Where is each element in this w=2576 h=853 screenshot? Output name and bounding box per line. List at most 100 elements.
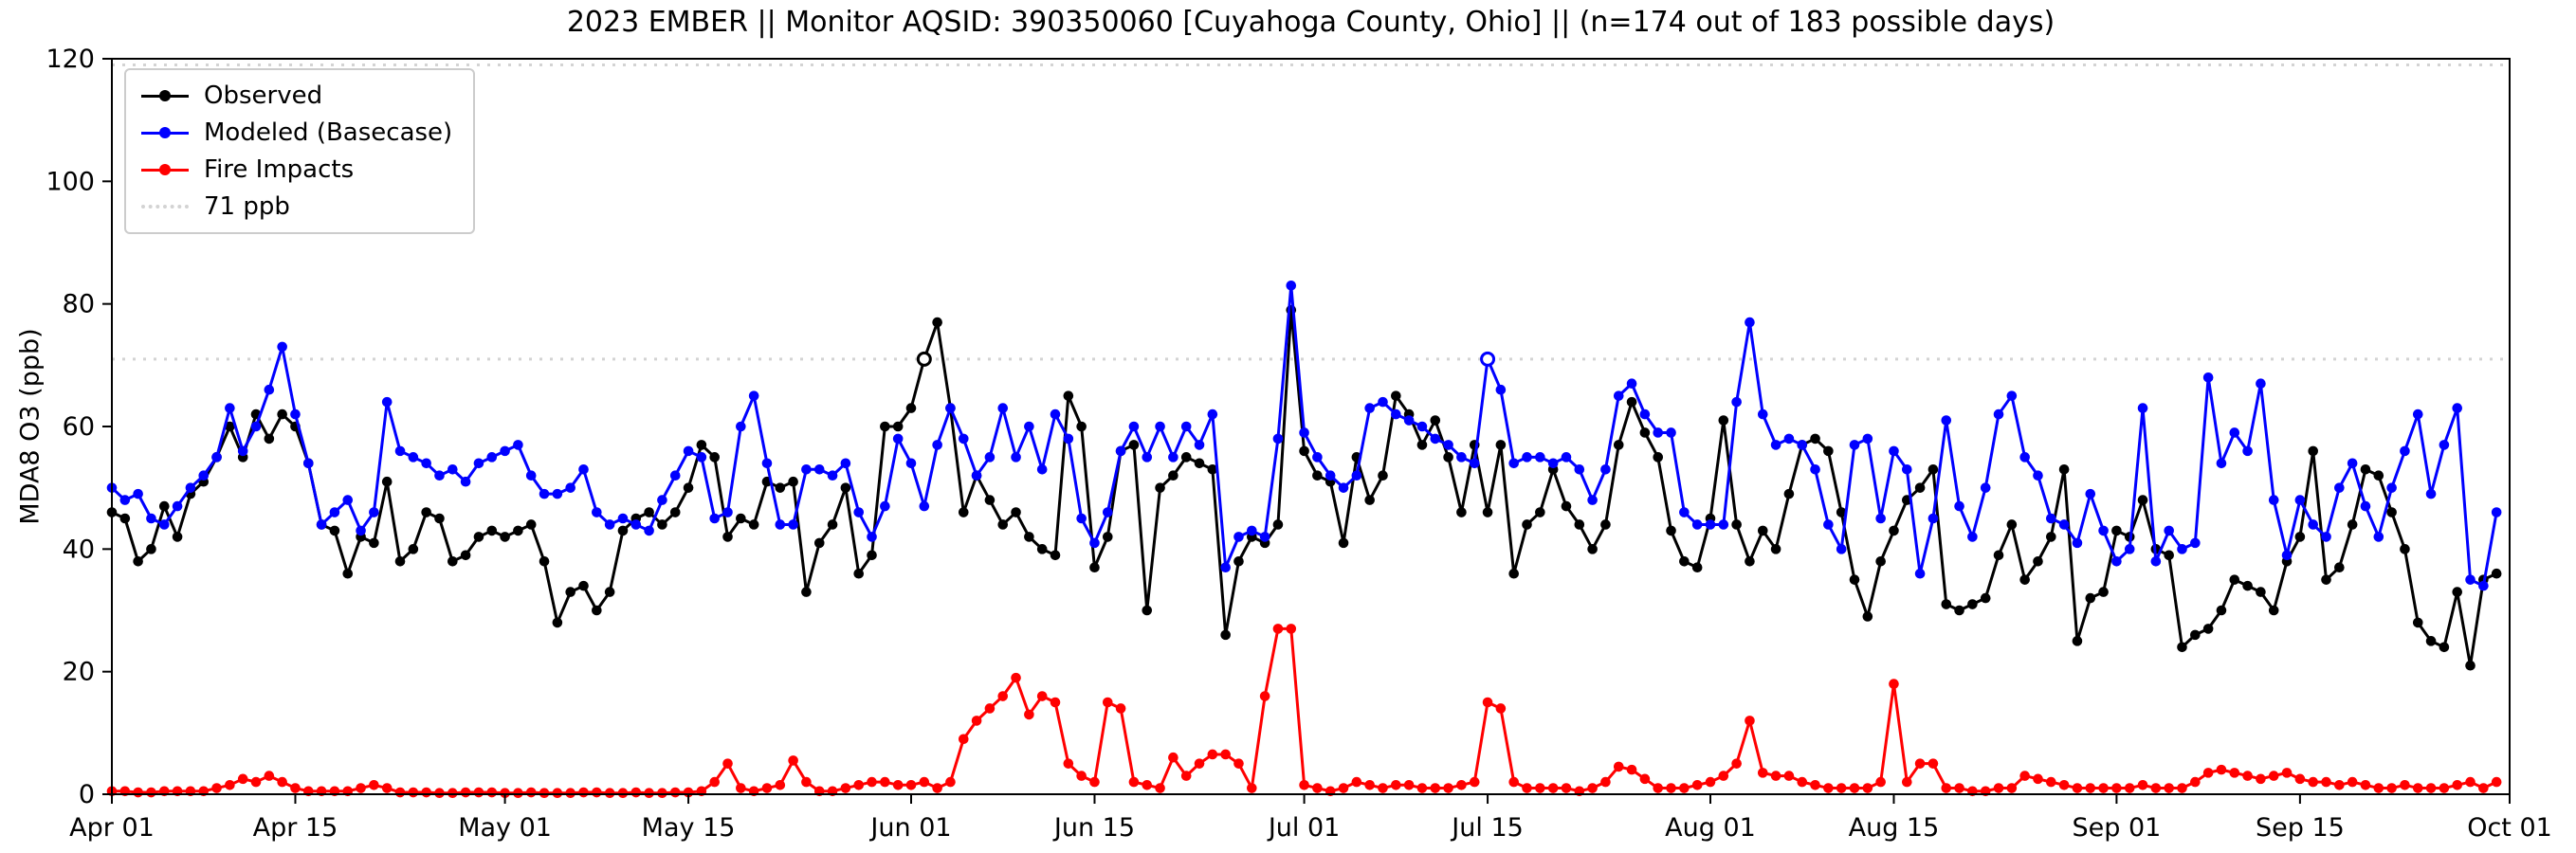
modeled-basecase-point [657, 495, 667, 505]
fire-impacts-point [1443, 783, 1453, 793]
observed-point [2294, 532, 2306, 542]
fire-impacts-point [867, 776, 877, 788]
modeled-basecase-point [2308, 519, 2319, 530]
modeled-basecase-point [788, 519, 798, 530]
modeled-basecase-point [2058, 519, 2070, 530]
fire-impacts-point [1272, 624, 1284, 634]
fire-impacts-point [2373, 783, 2384, 793]
modeled-basecase-point [761, 458, 773, 469]
observed-point [775, 482, 786, 493]
modeled-basecase-point [2268, 495, 2279, 505]
fire-impacts-point [2242, 771, 2253, 781]
modeled-basecase-point [2400, 445, 2410, 457]
fire-impacts-point [630, 787, 642, 798]
fire-impacts-point [1522, 783, 1532, 793]
fire-impacts-point [2347, 776, 2358, 788]
modeled-basecase-point [578, 463, 589, 475]
modeled-basecase-point [1233, 532, 1244, 542]
legend-item-observed: Observed [141, 82, 452, 110]
modeled-basecase-point [1299, 427, 1309, 438]
modeled-basecase-point [565, 482, 575, 493]
modeled-basecase-point [316, 519, 327, 530]
modeled-basecase-point [1102, 507, 1113, 517]
fire-impacts-point [2137, 780, 2148, 790]
observed-point [592, 605, 602, 616]
modeled-basecase-point [2478, 580, 2489, 591]
modeled-basecase-point [1286, 280, 1297, 291]
y-tick-label: 20 [63, 658, 95, 687]
observed-point [342, 568, 354, 579]
modeled-basecase-point [486, 452, 498, 463]
fire-impacts-point [434, 788, 445, 799]
observed-point [1050, 550, 1061, 561]
fire-impacts-point [1469, 776, 1480, 788]
observed-point [172, 532, 183, 542]
fire-impacts-point [2072, 783, 2083, 793]
fire-impacts-point [1378, 783, 1388, 793]
observed-point [1639, 427, 1651, 438]
fire-impacts-point [657, 788, 667, 799]
fire-impacts-point [1495, 703, 1507, 714]
modeled-basecase-point [342, 495, 354, 505]
fire-impacts-point [2033, 773, 2043, 785]
modeled-basecase-point [1207, 408, 1218, 420]
modeled-basecase-point [775, 519, 786, 530]
modeled-basecase-point [1889, 445, 1899, 457]
observed-point [1128, 440, 1140, 450]
observed-point [1967, 599, 1978, 609]
modeled-basecase-point [473, 458, 484, 469]
observed-point [2177, 642, 2187, 653]
fire-impacts-point [1036, 691, 1048, 701]
observed-point [997, 519, 1009, 530]
modeled-basecase-point [1875, 513, 1886, 524]
observed-point [2072, 636, 2083, 646]
fire-impacts-point [1024, 709, 1034, 720]
fire-impacts-point [2334, 780, 2345, 790]
observed-point [657, 519, 667, 530]
fire-impacts-point [1653, 783, 1664, 793]
modeled-basecase-point [1993, 408, 2004, 420]
fire-impacts-point [2085, 783, 2096, 793]
fire-impacts-point [1456, 780, 1467, 790]
modeled-basecase-point [748, 390, 759, 401]
fire-impacts-point [2098, 783, 2109, 793]
modeled-basecase-point [2425, 488, 2437, 499]
modeled-basecase-point [945, 403, 956, 413]
fire-impacts-point [932, 783, 942, 793]
modeled-basecase-point [2072, 537, 2083, 549]
observed-point [709, 452, 721, 463]
modeled-basecase-point [356, 525, 366, 536]
modeled-basecase-point [1325, 470, 1336, 481]
fire-impacts-point [2164, 783, 2174, 793]
modeled-basecase-point [644, 525, 654, 536]
modeled-basecase-point [290, 408, 301, 420]
observed-point [853, 568, 865, 579]
observed-point [2308, 445, 2319, 457]
legend-label-fire-impacts: Fire Impacts [204, 155, 355, 184]
fire-impacts-point [1155, 783, 1165, 793]
modeled-basecase-point [592, 507, 602, 517]
observed-point [2268, 605, 2279, 616]
fire-impacts-point [539, 788, 550, 799]
observed-point [158, 500, 170, 512]
fire-impacts-point [1862, 783, 1873, 793]
modeled-basecase-point [448, 463, 458, 475]
x-tick-label: Aug 15 [1849, 813, 1940, 843]
modeled-basecase-point [1770, 440, 1781, 450]
modeled-basecase-point [1180, 421, 1192, 432]
observed-point [984, 495, 996, 505]
observed-point [1299, 445, 1309, 457]
observed-point [2386, 507, 2397, 517]
fire-impacts-point [1508, 776, 1520, 788]
fire-impacts-point [1128, 776, 1140, 788]
observed-point [813, 537, 825, 549]
observed-point [1508, 568, 1520, 579]
observed-point [2137, 495, 2148, 505]
fire-impacts-point [2229, 768, 2240, 778]
modeled-basecase-point [1456, 452, 1467, 463]
modeled-basecase-point [394, 445, 406, 457]
fire-impacts-point [1875, 776, 1886, 788]
modeled-basecase-point [1155, 421, 1165, 432]
fire-impacts-point [2308, 776, 2319, 788]
